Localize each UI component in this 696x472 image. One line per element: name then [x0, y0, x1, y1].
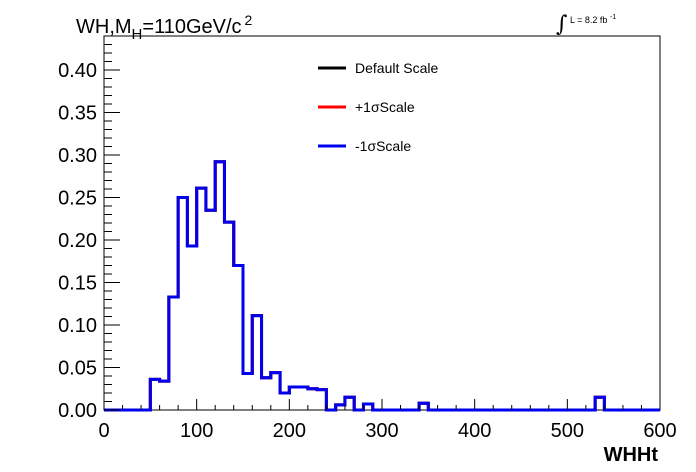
- title-superscript: 2: [244, 12, 253, 28]
- y-tick-label: 0.20: [58, 230, 97, 252]
- title-subscript: H: [131, 26, 143, 43]
- y-tick-label: 0.30: [58, 145, 97, 167]
- chart-title: WH,MH=110GeV/c 2: [76, 12, 252, 43]
- legend-label: +1σScale: [355, 99, 415, 115]
- legend-label: -1σScale: [355, 138, 411, 154]
- y-tick-label: 0.15: [58, 273, 97, 295]
- series-layer: [104, 160, 660, 412]
- x-axis-label: WHHt: [604, 444, 659, 466]
- x-tick-label: 500: [551, 420, 584, 442]
- x-tick-label: 100: [180, 420, 213, 442]
- x-tick-label: 300: [365, 420, 398, 442]
- integral-icon: ∫: [556, 12, 568, 37]
- legend: Default Scale +1σScale -1σScale: [318, 60, 438, 154]
- series-line-2: [104, 160, 660, 412]
- y-tick-label: 0.10: [58, 315, 97, 337]
- y-tick-label: 0.05: [58, 358, 97, 380]
- legend-label: Default Scale: [355, 60, 438, 76]
- x-tick-label: 0: [98, 420, 109, 442]
- x-tick-label: 600: [643, 420, 676, 442]
- x-tick-label: 200: [273, 420, 306, 442]
- luminosity-superscript: -1: [609, 14, 617, 21]
- y-tick-label: 0.35: [58, 103, 97, 125]
- x-tick-label: 400: [458, 420, 491, 442]
- luminosity-label: ∫ L = 8.2 fb -1: [556, 12, 616, 37]
- y-tick-label: 0.25: [58, 188, 97, 210]
- title-text-a: WH,M: [76, 16, 132, 38]
- y-tick-label: 0.00: [58, 400, 97, 422]
- axis-layer: 0 100 200 300 400 500 600 0.00 0.05 0.10 0.15 0.20 0…: [58, 35, 677, 442]
- luminosity-text: L = 8.2 fb: [569, 15, 608, 25]
- y-tick-label: 0.40: [58, 60, 97, 82]
- title-text-b: =110GeV/c: [142, 16, 242, 38]
